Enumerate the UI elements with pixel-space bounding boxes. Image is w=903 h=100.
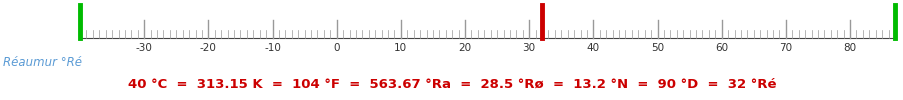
- Text: 10: 10: [394, 43, 407, 53]
- Text: -10: -10: [264, 43, 281, 53]
- Text: 60: 60: [714, 43, 728, 53]
- Text: 50: 50: [650, 43, 664, 53]
- Text: 0: 0: [333, 43, 340, 53]
- Text: 20: 20: [458, 43, 471, 53]
- Text: 70: 70: [778, 43, 792, 53]
- Text: 80: 80: [842, 43, 856, 53]
- Text: -20: -20: [200, 43, 217, 53]
- Text: 40 °C  =  313.15 K  =  104 °F  =  563.67 °Ra  =  28.5 °Rø  =  13.2 °N  =  90 °D : 40 °C = 313.15 K = 104 °F = 563.67 °Ra =…: [127, 78, 776, 91]
- Text: -30: -30: [135, 43, 153, 53]
- Text: 40: 40: [586, 43, 600, 53]
- Text: Réaumur °Ré: Réaumur °Ré: [3, 56, 82, 69]
- Text: 30: 30: [522, 43, 535, 53]
